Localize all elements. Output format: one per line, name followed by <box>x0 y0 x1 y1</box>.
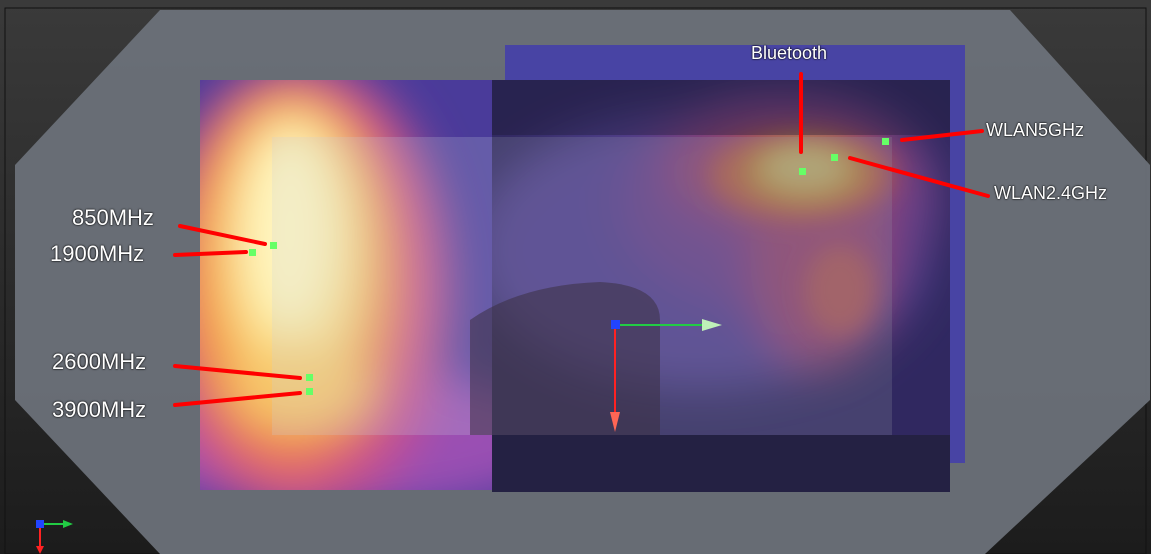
pointer-2600 <box>173 364 302 380</box>
label-850mhz: 850MHz <box>72 205 154 230</box>
origin-axes-icon <box>610 319 722 432</box>
dark-component <box>470 282 660 435</box>
pointer-wlan24 <box>848 156 990 198</box>
pointer-lines <box>173 72 990 407</box>
pointer-wlan5 <box>900 129 984 142</box>
marker-1900 <box>249 249 256 256</box>
label-1900mhz: 1900MHz <box>50 241 145 266</box>
marker-wlan24 <box>831 154 838 161</box>
heatmap-left-panel <box>200 80 492 490</box>
label-bluetooth: Bluetooth <box>751 43 828 63</box>
antenna-markers <box>249 138 889 395</box>
marker-wlan5 <box>882 138 889 145</box>
marker-850 <box>270 242 277 249</box>
pointer-850 <box>178 224 267 246</box>
label-2600mhz: 2600MHz <box>52 349 147 374</box>
marker-3900 <box>306 388 313 395</box>
pointer-3900 <box>173 391 302 407</box>
label-wlan24ghz: WLAN2.4GHz <box>994 183 1108 203</box>
label-3900mhz: 3900MHz <box>52 397 147 422</box>
pointer-1900 <box>173 250 248 257</box>
coordinate-axes-icon <box>36 520 73 554</box>
label-wlan5ghz: WLAN5GHz <box>986 120 1085 140</box>
marker-bluetooth <box>799 168 806 175</box>
marker-2600 <box>306 374 313 381</box>
